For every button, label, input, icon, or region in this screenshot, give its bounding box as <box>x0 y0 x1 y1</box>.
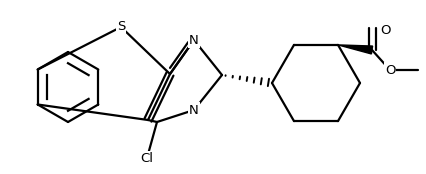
Text: N: N <box>189 104 199 117</box>
Polygon shape <box>338 45 373 54</box>
Text: Cl: Cl <box>141 152 153 165</box>
Text: O: O <box>380 23 391 37</box>
Text: N: N <box>189 34 199 46</box>
Text: O: O <box>385 64 395 77</box>
Text: S: S <box>117 21 125 34</box>
